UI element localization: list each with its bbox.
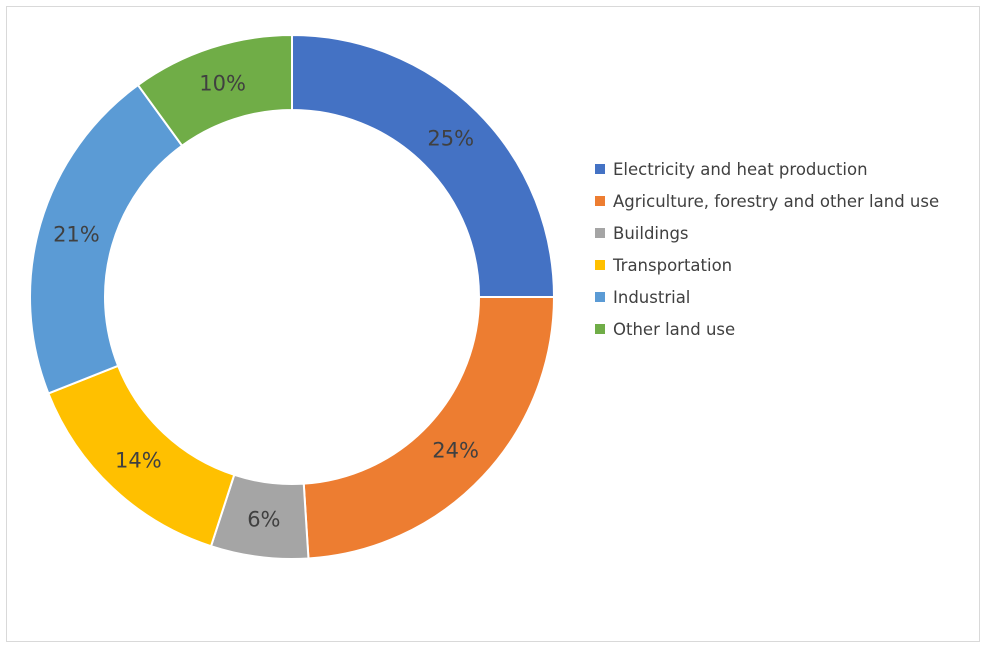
- legend-item-agriculture-forestry-and-other-land-use: Agriculture, forestry and other land use: [595, 185, 939, 217]
- legend-swatch: [595, 228, 605, 238]
- legend-label: Electricity and heat production: [613, 159, 868, 179]
- data-label-industrial: 21%: [53, 222, 100, 246]
- slice-electricity-and-heat-production: [291, 33, 556, 298]
- legend-label: Industrial: [613, 287, 691, 307]
- data-label-electricity-and-heat-production: 25%: [427, 126, 474, 150]
- legend-label: Buildings: [613, 223, 689, 243]
- legend-label: Other land use: [613, 319, 736, 339]
- slice-other-land-use: [136, 33, 293, 148]
- donut-slices: [29, 33, 556, 560]
- chart-legend: Electricity and heat production Agricultu…: [595, 153, 939, 345]
- legend-swatch: [595, 260, 605, 270]
- slice-agriculture-forestry-and-other-land-use: [302, 296, 556, 560]
- legend-swatch: [595, 164, 605, 174]
- legend-label: Agriculture, forestry and other land use: [613, 191, 940, 211]
- legend-item-industrial: Industrial: [595, 281, 939, 313]
- data-label-agriculture-forestry-and-other-land-use: 24%: [432, 439, 479, 463]
- data-label-transportation: 14%: [115, 449, 162, 473]
- chart-area: 25% 24% 6% 14% 21% 10% Electricity and heat p…: [6, 6, 980, 642]
- legend-swatch: [595, 324, 605, 334]
- donut-chart: 25% 24% 6% 14% 21% 10%: [29, 33, 556, 560]
- donut-data-labels: 25% 24% 6% 14% 21% 10%: [53, 71, 479, 531]
- legend-item-other-land-use: Other land use: [595, 313, 939, 345]
- legend-swatch: [595, 196, 605, 206]
- legend-swatch: [595, 292, 605, 302]
- legend-item-buildings: Buildings: [595, 217, 939, 249]
- legend-item-transportation: Transportation: [595, 249, 939, 281]
- data-label-other-land-use: 10%: [199, 71, 246, 95]
- legend-label: Transportation: [613, 255, 733, 275]
- legend-item-electricity-and-heat-production: Electricity and heat production: [595, 153, 939, 185]
- data-label-buildings: 6%: [247, 508, 280, 532]
